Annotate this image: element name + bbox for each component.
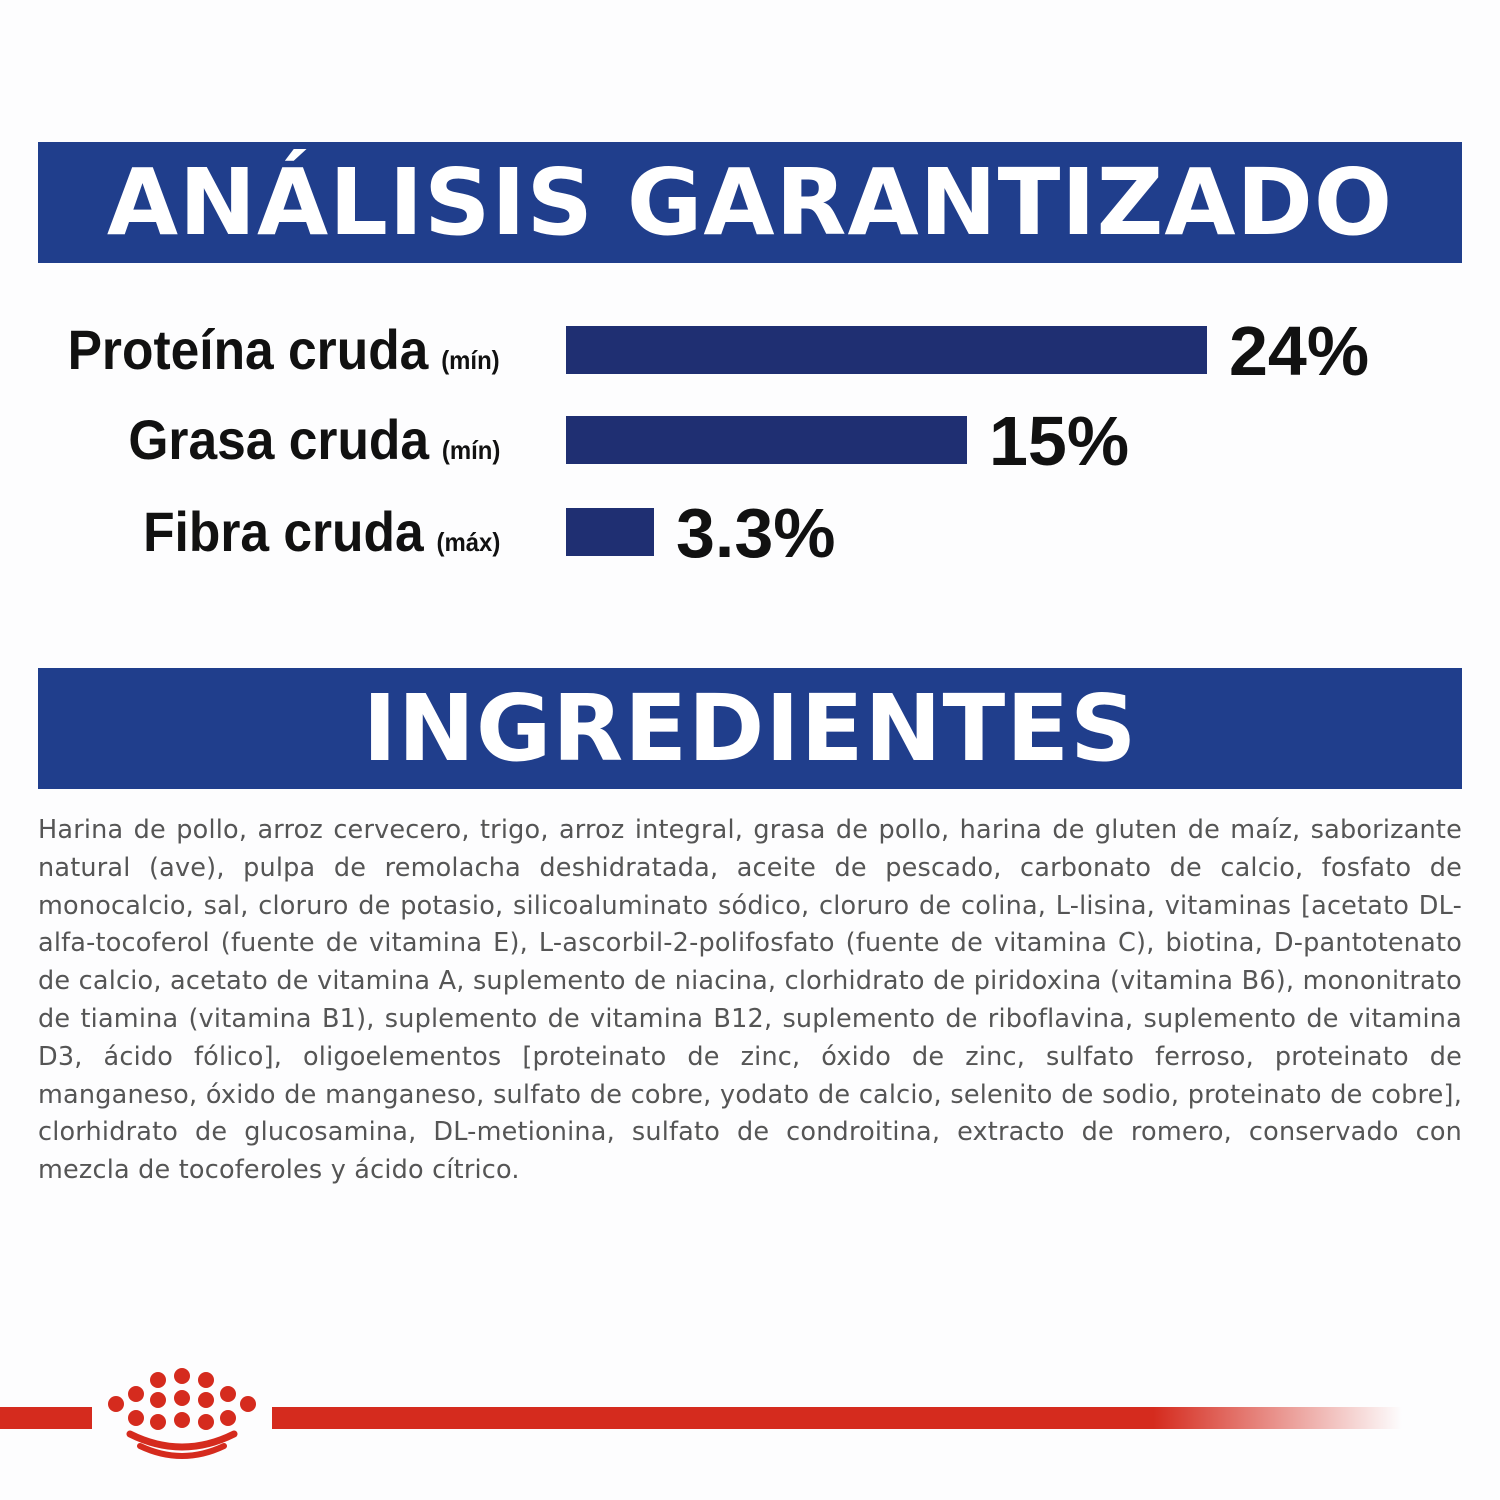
ingredients-text: Harina de pollo, arroz cervecero, trigo,…: [38, 815, 1462, 1186]
nutrient-name: Fibra cruda: [142, 500, 424, 563]
nutrient-value: 24%: [1229, 312, 1370, 390]
nutrient-bar: [566, 508, 654, 556]
nutrient-bar: [566, 416, 967, 464]
ingredients-banner: INGREDIENTES: [38, 668, 1462, 789]
ingredients-title: INGREDIENTES: [362, 675, 1138, 782]
analysis-row: Fibra cruda (máx) 3.3%: [0, 498, 1500, 568]
analysis-banner: ANÁLISIS GARANTIZADO: [38, 142, 1462, 263]
footer-line-right: [272, 1407, 1402, 1429]
nutrient-qualifier: (mín): [441, 345, 500, 375]
analysis-row: Grasa cruda (mín) 15%: [0, 406, 1500, 476]
nutrient-value: 3.3%: [676, 494, 836, 572]
footer-line-left: [0, 1407, 92, 1429]
nutrient-qualifier: (mín): [441, 435, 500, 465]
nutrient-value: 15%: [989, 402, 1130, 480]
nutrient-bar: [566, 326, 1207, 374]
nutrient-label: Grasa cruda (mín): [128, 408, 500, 472]
nutrient-label: Proteína cruda (mín): [68, 318, 500, 382]
analysis-title: ANÁLISIS GARANTIZADO: [106, 149, 1394, 256]
analysis-row: Proteína cruda (mín) 24%: [0, 316, 1500, 386]
nutrient-name: Grasa cruda: [127, 408, 429, 471]
nutrient-qualifier: (máx): [436, 527, 500, 557]
nutrient-name: Proteína cruda: [67, 318, 429, 381]
crown-logo-icon: [108, 1368, 256, 1459]
nutrient-label: Fibra cruda (máx): [143, 500, 500, 564]
